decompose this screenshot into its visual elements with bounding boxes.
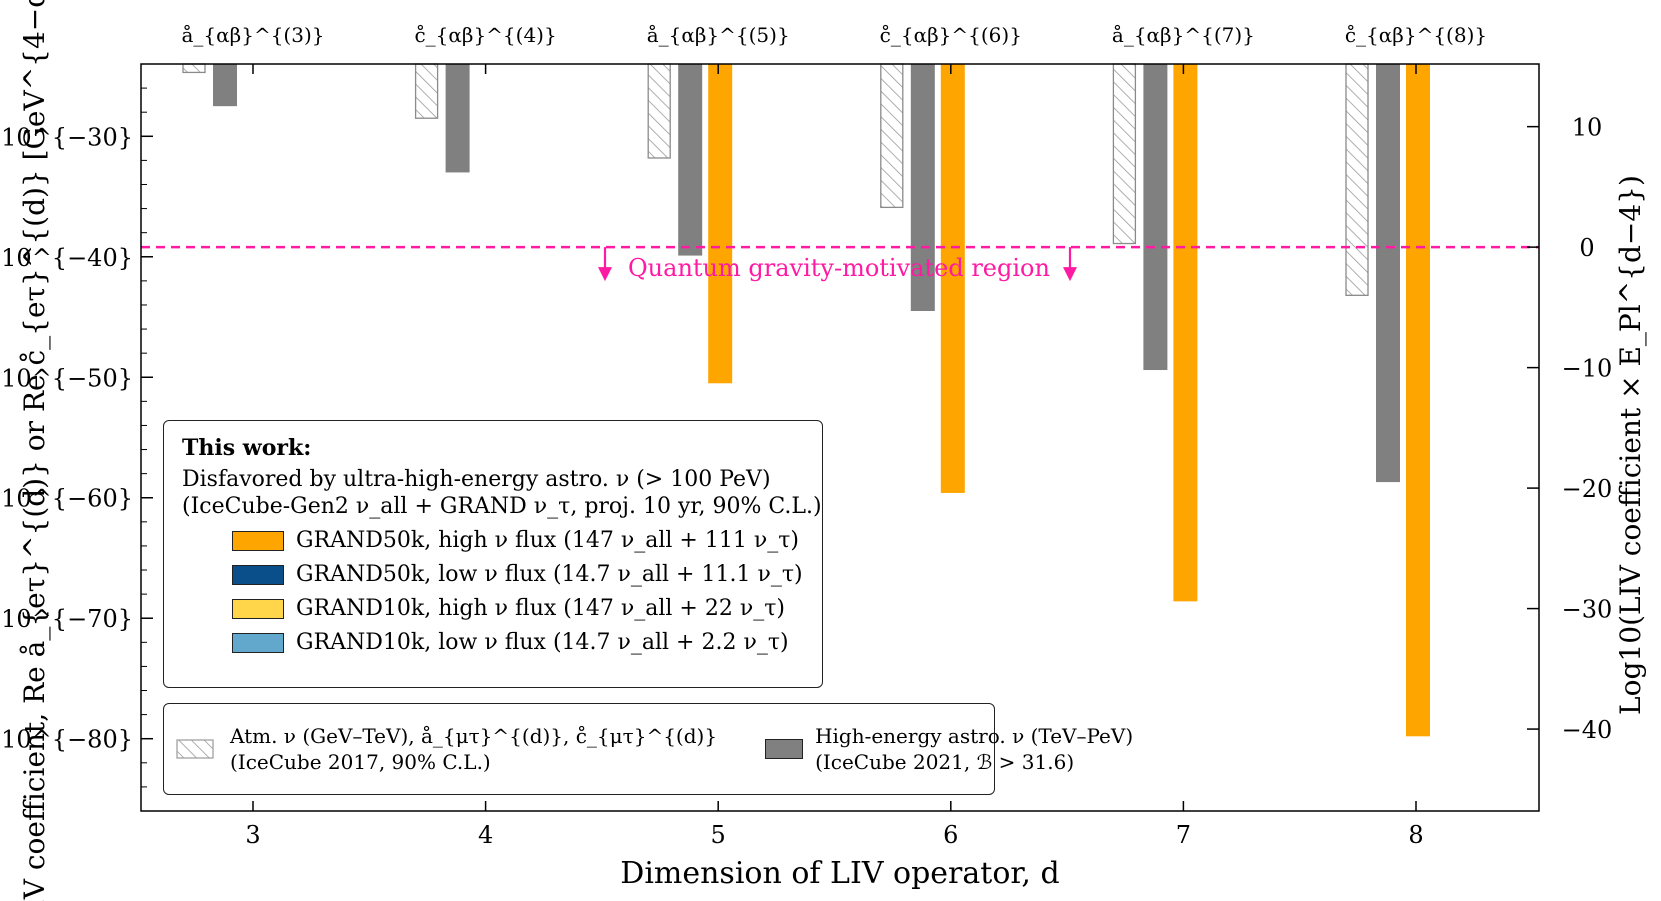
y-tick-label: 10^{−40} (1, 244, 133, 272)
legend-swatch-gray (765, 739, 804, 759)
legend-previous-limits: Atm. ν (GeV–TeV), å_{μτ}^{(d)}, c̊_{μτ}^… (163, 703, 1133, 795)
operator-label: å_{αβ}^{(5)} (647, 23, 790, 47)
arrow-down-icon (1063, 267, 1077, 282)
legend-label: GRAND10k, low ν flux (14.7 ν_all + 2.2 ν… (296, 630, 789, 655)
quantum-gravity-label: Quantum gravity-motivated region (628, 254, 1050, 282)
bar-atm-d3 (182, 63, 206, 74)
y-tick-label: 10^{−80} (1, 726, 133, 754)
y-axis-label: LIV coefficient, Re å_{eτ}^{(d)} or Re c… (18, 0, 51, 901)
legend-atm-line1: Atm. ν (GeV–TeV), å_{μτ}^{(d)}, c̊_{μτ}^… (230, 724, 718, 748)
operator-label: c̊_{αβ}^{(6)} (880, 23, 1022, 47)
bar-icecube-d6 (910, 64, 935, 311)
bar-grand50k-high-d7 (1173, 64, 1198, 602)
legend-swatch-lightblue (232, 632, 284, 653)
x-tick-label: 4 (478, 821, 493, 849)
right-tick-label: −20 (1562, 475, 1613, 503)
right-axis-label: Log10(LIV coefficient × E_Pl^{d−4}) (1614, 175, 1647, 715)
legend-swatch-darkblue (232, 564, 284, 585)
y-axis-ticks: 10^{−30} 10^{−40} 10^{−50} 10^{−60} 10^{−70}… (1, 87, 153, 788)
right-tick-label: 10 (1572, 114, 1603, 142)
bar-group (182, 63, 1430, 737)
legend-item-grand50k-high: GRAND50k, high ν flux (147 ν_all + 111 ν… (232, 528, 804, 553)
operator-label: å_{αβ}^{(7)} (1112, 23, 1255, 47)
legend-astro-line1: High-energy astro. ν (TeV–PeV) (815, 724, 1134, 748)
legend-swatch-orange (232, 530, 284, 551)
x-tick-label: 5 (711, 821, 726, 849)
operator-label: c̊_{αβ}^{(4)} (414, 23, 556, 47)
right-tick-label: −30 (1562, 596, 1613, 624)
legend-swatch-yellow (232, 598, 284, 619)
legend-item-grand10k-high: GRAND10k, high ν flux (147 ν_all + 22 ν_… (232, 596, 804, 621)
x-tick-label: 7 (1176, 821, 1191, 849)
right-tick-label: −10 (1562, 355, 1613, 383)
right-axis-ticks: 10 0 −10 −20 −30 −40 (1527, 114, 1612, 744)
x-axis-label: Dimension of LIV operator, d (620, 856, 1059, 891)
quantum-gravity-arrows (598, 247, 1077, 282)
operator-label: c̊_{αβ}^{(8)} (1345, 23, 1487, 47)
bar-icecube-d5 (678, 64, 703, 256)
right-tick-label: 0 (1579, 234, 1594, 262)
legend-label: GRAND50k, high ν flux (147 ν_all + 111 ν… (296, 528, 799, 553)
bar-atm-d6 (880, 63, 904, 209)
x-tick-label: 3 (245, 821, 260, 849)
bar-grand50k-high-d8 (1406, 64, 1430, 737)
bar-atm-d4 (414, 63, 439, 119)
bar-atm-d5 (647, 63, 671, 159)
hatched-swatch-icon (176, 739, 214, 759)
legend-astro-line2: (IceCube 2021, ℬ > 31.6) (815, 750, 1075, 774)
legend-item-atmospheric: Atm. ν (GeV–TeV), å_{μτ}^{(d)}, c̊_{μτ}^… (176, 723, 717, 775)
y-tick-label: 10^{−50} (1, 364, 133, 392)
bar-grand50k-high-d6 (940, 64, 965, 493)
legend-line-2: (IceCube-Gen2 ν_all + GRAND ν_τ, proj. 1… (182, 494, 822, 519)
arrow-down-icon (598, 267, 612, 282)
bar-grand50k-high-d5 (708, 64, 733, 384)
x-axis-ticks: 3 4 5 6 7 8 (245, 64, 1424, 849)
operator-labels: å_{αβ}^{(3)} c̊_{αβ}^{(4)} å_{αβ}^{(5)} c̊_… (182, 23, 1488, 47)
legend-label: GRAND50k, low ν flux (14.7 ν_all + 11.1 … (296, 562, 803, 587)
right-tick-label: −40 (1562, 716, 1613, 744)
y-tick-label: 10^{−70} (1, 605, 133, 633)
bar-icecube-d3 (213, 64, 237, 107)
legend-label: GRAND10k, high ν flux (147 ν_all + 22 ν_… (296, 596, 785, 621)
plot-frame (140, 63, 1540, 812)
legend-line-1: Disfavored by ultra-high-energy astro. ν… (182, 467, 771, 492)
legend-item-astro: High-energy astro. ν (TeV–PeV) (IceCube … (765, 723, 1133, 775)
bar-icecube-d7 (1143, 64, 1168, 371)
y-tick-label: 10^{−30} (1, 123, 133, 151)
legend-this-work: This work: Disfavored by ultra-high-ener… (163, 420, 823, 688)
x-tick-label: 8 (1408, 821, 1423, 849)
legend-item-grand50k-low: GRAND50k, low ν flux (14.7 ν_all + 11.1 … (232, 562, 804, 587)
bar-icecube-d8 (1376, 64, 1400, 483)
x-tick-label: 6 (943, 821, 958, 849)
legend-title: This work: (182, 435, 312, 461)
bar-icecube-d4 (445, 64, 470, 173)
bar-atm-d8 (1345, 63, 1369, 296)
y-tick-label: 10^{−60} (1, 485, 133, 513)
legend-atm-line2: (IceCube 2017, 90% C.L.) (230, 750, 491, 774)
legend-item-grand10k-low: GRAND10k, low ν flux (14.7 ν_all + 2.2 ν… (232, 630, 804, 655)
operator-label: å_{αβ}^{(3)} (182, 23, 325, 47)
bar-atm-d7 (1112, 63, 1137, 245)
